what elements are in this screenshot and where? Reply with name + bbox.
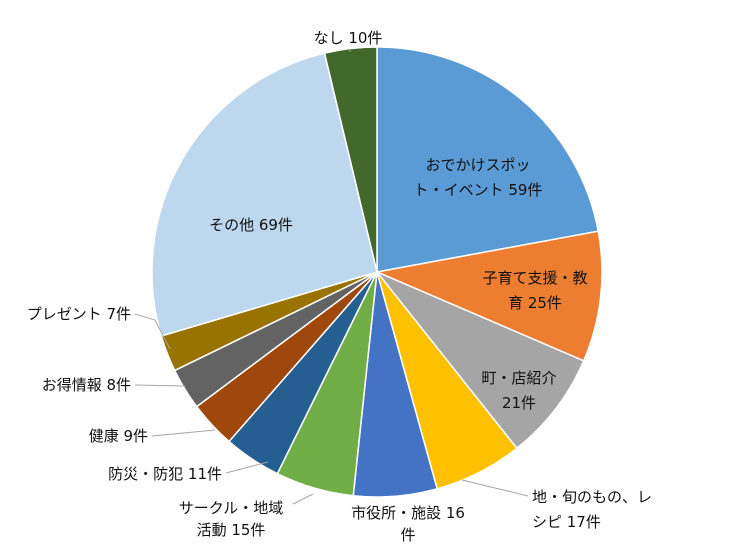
slice-label-健康-9: 健康 9件 [89, 427, 148, 445]
leader-line-サークル-地域活動-15 [292, 493, 314, 505]
slice-label-防災-防犯-11: 防災・防犯 11件 [108, 465, 222, 483]
slice-label-line: シピ 17件 [532, 513, 601, 531]
leader-line-防災-防犯-11 [225, 461, 269, 474]
pie-slice-町-店紹介21 [376, 271, 585, 450]
slice-label-line: 地・旬のもの、レ [532, 488, 652, 506]
leader-lines [134, 50, 529, 505]
slice-label-line: おでかけスポッ [425, 156, 530, 174]
slice-label-おでかけスポット-イベント-59: おでかけスポット・イベント 59件 [414, 156, 543, 199]
pie-slices [151, 46, 603, 498]
slice-label-プレゼント-7: プレゼント 7件 [27, 305, 131, 323]
slice-label-line: プレゼント 7件 [27, 305, 131, 323]
slice-label-line: 21件 [502, 394, 536, 412]
pie-slice-おでかけスポット-イベント-59 [376, 46, 600, 273]
pie-slice-その他-69 [151, 52, 378, 337]
slice-label-子育て支援-教育-25: 子育て支援・教育 25件 [482, 269, 587, 312]
slice-label-サークル-地域活動-15: サークル・地域活動 15件 [179, 499, 284, 539]
slice-label-line: 育 25件 [508, 294, 562, 312]
slice-label-なし-10: なし 10件 [314, 29, 383, 47]
slice-label-町-店紹介21: 町・店紹介 21件 [481, 369, 556, 412]
slice-label-line: 町・店紹介 [481, 369, 556, 387]
slice-label-line: お得情報 8件 [42, 376, 131, 394]
slice-label-line: サークル・地域 [179, 499, 284, 517]
slice-label-地-旬のもの-レシピ-17: 地・旬のもの、レシピ 17件 [532, 488, 652, 531]
slice-label-line: 活動 15件 [197, 521, 266, 539]
slice-label-line: 市役所・施設 16 [351, 504, 465, 522]
slice-label-その他-69: その他 69件 [209, 216, 293, 234]
leader-line-お得情報-8 [134, 384, 186, 387]
pie-slice-なし-10 [323, 46, 378, 273]
leader-line-プレゼント-7 [134, 313, 171, 350]
leader-line-地-旬のもの-レシピ-17 [461, 479, 529, 497]
slice-label-line: 健康 9件 [89, 427, 148, 445]
leader-line-健康-9 [151, 429, 216, 437]
slice-label-line: ト・イベント 59件 [414, 181, 543, 199]
slice-label-line: その他 69件 [209, 216, 293, 234]
slice-label-line: 件 [400, 526, 415, 544]
pie-slice-子育て支援-教育-25 [374, 230, 603, 362]
slice-label-line: 防災・防犯 11件 [108, 465, 222, 483]
slice-label-line: 子育て支援・教 [482, 269, 587, 287]
slice-label-お得情報-8: お得情報 8件 [42, 376, 131, 394]
slice-label-line: なし 10件 [314, 29, 383, 47]
slice-label-市役所-施設-16: 市役所・施設 16 件 [351, 504, 465, 544]
